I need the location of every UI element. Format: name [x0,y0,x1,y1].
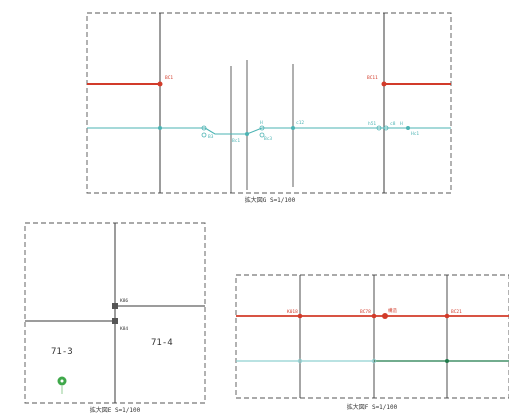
cyan-sub-label: Bc1 [232,138,240,144]
green-marker-center [60,379,64,383]
cyan-label: H [260,120,263,126]
red-label: 構造 [388,307,397,314]
panel-bottom-right-frame [235,274,509,399]
red-right-label: BC11 [367,75,378,81]
cyan-sub-label: Hc1 [411,131,419,137]
cyan-label: H [400,121,403,127]
cyan-node [201,132,207,138]
cyan-sub-label: B3 [208,134,214,140]
cyan-node [371,358,377,364]
red-node [371,313,377,319]
cyan-node [158,126,162,130]
cyan-label: h51 [368,121,376,127]
cyan-node [406,126,410,130]
cyan-node [291,126,295,130]
panel-bottom-left: K86 K84 71-3 71-4 拡大図E S=1/100 [24,222,206,414]
cyan-node [259,132,265,138]
node-bottom-label: K84 [120,326,128,332]
lot-number-right: 71-4 [151,338,173,348]
red-label: K018 [287,309,298,315]
lot-number-left: 71-3 [51,347,73,357]
panel-top-caption: 拡大図G S=1/100 [245,196,296,204]
node-top-label: K86 [120,298,128,304]
cyan-node [383,125,389,131]
cyan-label: c12 [296,120,304,126]
red-label: BC21 [451,309,462,315]
cyan-node [201,125,207,131]
red-node [157,81,163,87]
cyan-node [245,132,249,136]
red-node [381,81,387,87]
node-square [112,303,118,309]
red-left-label: BC1 [165,75,173,81]
panel-bottom-right-caption: 拡大図F S=1/100 [347,403,398,411]
panel-top: BC1 BC11 c12 H h51 c8 H B3 Bc1 Bc3 Hc1 拡… [86,12,452,204]
panel-bottom-left-caption: 拡大図E S=1/100 [90,406,141,414]
cyan-label: c8 [390,121,396,127]
red-label: BC78 [360,309,371,315]
cyan-sub-label: Bc3 [264,136,272,142]
red-node [297,313,303,319]
red-node [382,313,388,319]
node-square [112,318,118,324]
cyan-node [297,358,303,364]
panel-bottom-right: K018 BC78 構造 BC21 拡大図F S=1/100 [235,274,509,411]
cyan-node [376,125,382,131]
red-node [444,313,450,319]
green-node [445,359,449,363]
cyan-node [259,125,265,131]
